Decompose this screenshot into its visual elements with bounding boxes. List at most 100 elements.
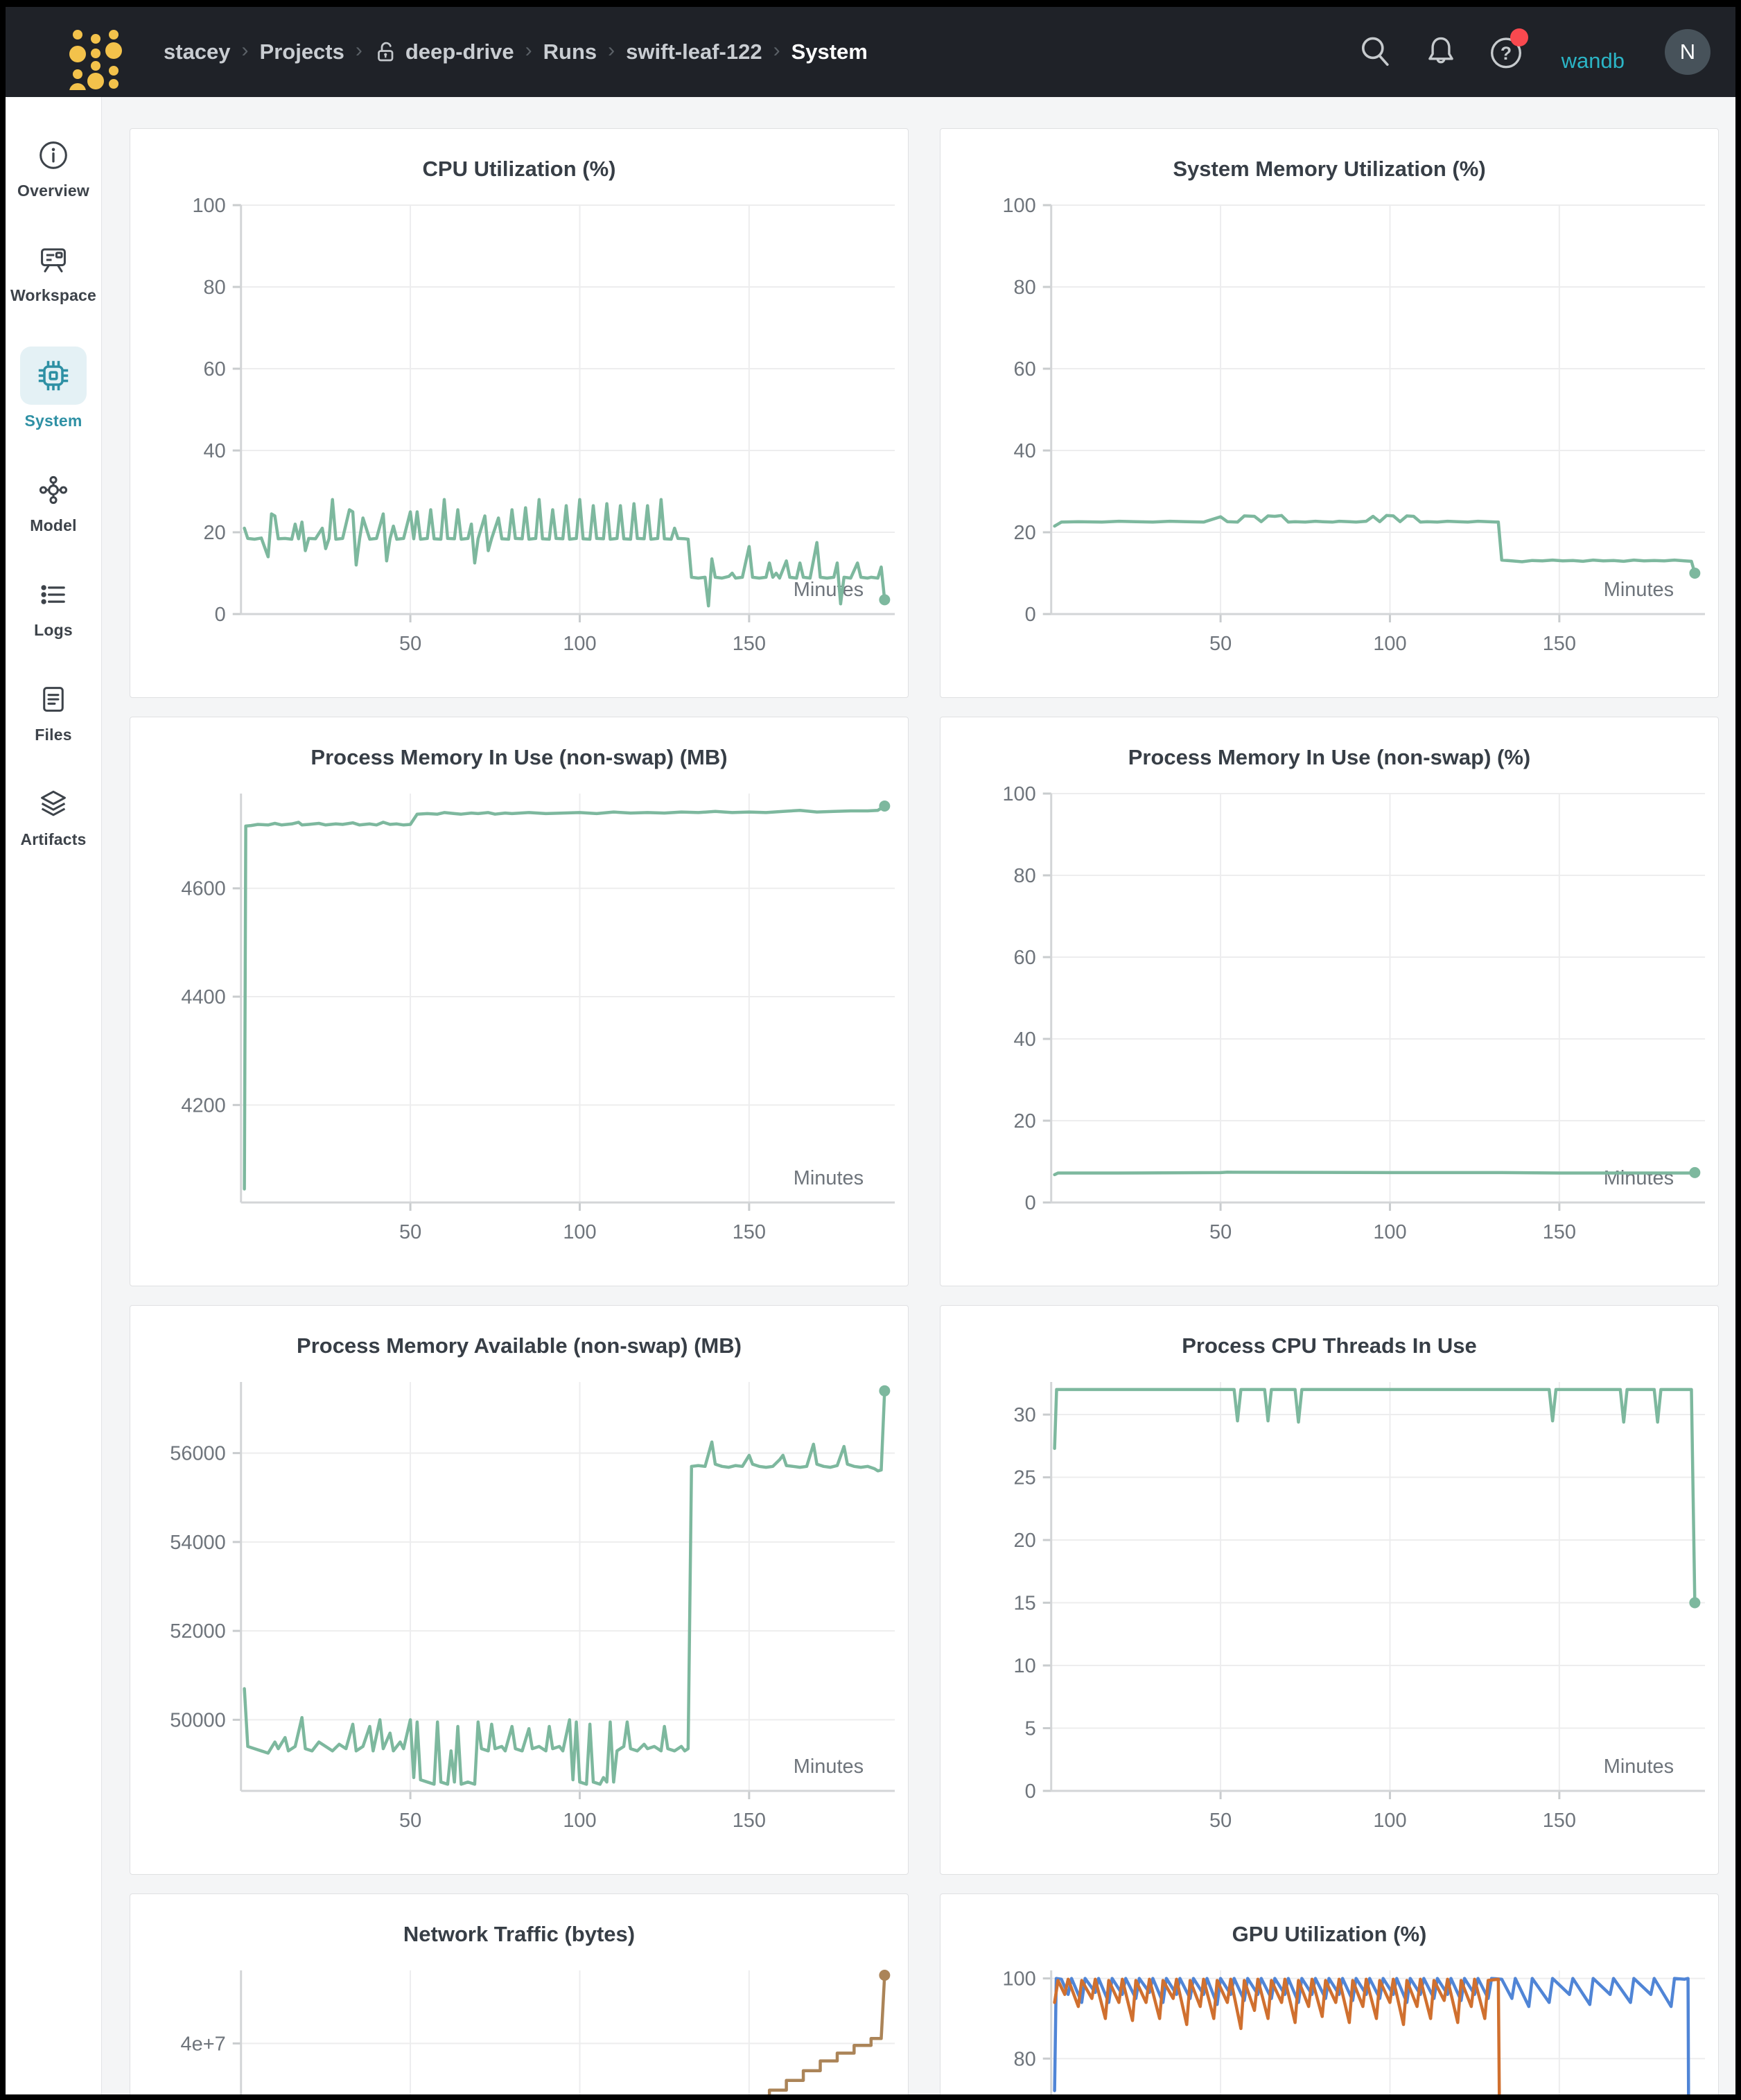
svg-text:100: 100: [1002, 195, 1035, 217]
chart-panel-process-memory-pct[interactable]: Process Memory In Use (non-swap) (%) 50 1…: [940, 717, 1719, 1286]
svg-text:Minutes: Minutes: [794, 1167, 864, 1189]
network-traffic-chart: 501001504e+7Minutes: [181, 1970, 895, 2094]
svg-text:100: 100: [1002, 783, 1035, 805]
svg-text:80: 80: [204, 277, 226, 299]
sidebar-item-label: Files: [35, 726, 72, 744]
cpu-threads-chart: 50 100 150 0 5 10 15 20 25 30 Minutes: [1014, 1382, 1706, 1832]
svg-text:4200: 4200: [181, 1094, 225, 1117]
chart-title: GPU Utilization (%): [1232, 1922, 1427, 1946]
svg-text:80: 80: [1014, 2048, 1036, 2070]
svg-text:5: 5: [1025, 1717, 1036, 1740]
chart-panel-cpu-utilization[interactable]: CPU Utilization (%) 50 100 150 0 20 40 60 80 100…: [130, 128, 909, 698]
svg-text:20: 20: [1014, 1110, 1036, 1132]
svg-text:0: 0: [1025, 604, 1036, 626]
help-button[interactable]: ?: [1487, 28, 1528, 71]
help-icon: ?: [1490, 37, 1521, 69]
sidebar-item-artifacts[interactable]: Artifacts: [9, 786, 98, 849]
chart-panel-cpu-threads[interactable]: Process CPU Threads In Use 50 100 150 0 5 10 1…: [940, 1305, 1719, 1875]
content-area: Overview Workspace: [6, 97, 1735, 2094]
wandb-logo-icon[interactable]: [42, 14, 125, 90]
breadcrumb-separator-icon: ›: [355, 39, 362, 62]
svg-text:50: 50: [399, 1810, 421, 1832]
svg-text:15: 15: [1014, 1593, 1036, 1615]
svg-text:40: 40: [1014, 440, 1036, 462]
chart-title: CPU Utilization (%): [422, 157, 616, 181]
svg-text:0: 0: [1025, 1192, 1036, 1214]
svg-text:50: 50: [1209, 1221, 1232, 1243]
svg-text:150: 150: [1543, 633, 1576, 655]
sidebar-item-overview[interactable]: Overview: [9, 137, 98, 200]
svg-text:50: 50: [1209, 633, 1232, 655]
svg-text:0: 0: [1025, 1780, 1036, 1803]
system-memory-chart: 50 100 150 0 20 40 60 80 100 Minutes: [1002, 195, 1706, 655]
chart-title: Process Memory In Use (non-swap) (%): [1128, 745, 1531, 769]
svg-text:100: 100: [192, 195, 225, 217]
svg-text:40: 40: [1014, 1029, 1036, 1051]
svg-text:150: 150: [733, 1810, 766, 1832]
chart-title: System Memory Utilization (%): [1173, 157, 1486, 181]
breadcrumb-run-name[interactable]: swift-leaf-122: [626, 40, 762, 64]
sidebar-item-label: Logs: [34, 621, 73, 639]
chart-panel-gpu-utilization[interactable]: GPU Utilization (%) 5010015080100Minutes: [940, 1893, 1719, 2094]
svg-text:Minutes: Minutes: [1604, 579, 1674, 601]
sidebar-item-label: Workspace: [10, 286, 97, 304]
sidebar-item-workspace[interactable]: Workspace: [9, 242, 98, 305]
breadcrumb-separator-icon: ›: [525, 39, 532, 62]
sidebar-item-label: Model: [30, 516, 77, 534]
svg-text:20: 20: [204, 522, 226, 544]
avatar[interactable]: N: [1665, 29, 1711, 75]
avatar-initial: N: [1679, 40, 1696, 64]
svg-text:54000: 54000: [170, 1532, 225, 1554]
charts-grid: CPU Utilization (%) 50 100 150 0 20 40 60 80 100…: [102, 97, 1735, 2094]
sidebar-item-label: Overview: [17, 182, 89, 200]
svg-text:150: 150: [1543, 1810, 1576, 1832]
svg-text:100: 100: [1373, 633, 1406, 655]
breadcrumb-projects[interactable]: Projects: [259, 40, 344, 64]
svg-text:Minutes: Minutes: [794, 579, 864, 601]
svg-text:30: 30: [1014, 1404, 1036, 1426]
model-graph-icon: [35, 472, 71, 508]
svg-text:Minutes: Minutes: [1604, 1756, 1674, 1778]
svg-text:100: 100: [563, 633, 596, 655]
sidebar-item-label: System: [24, 412, 82, 430]
wandb-link[interactable]: wandb: [1561, 49, 1625, 73]
chip-icon: [35, 358, 71, 394]
svg-text:0: 0: [215, 604, 226, 626]
svg-text:50: 50: [399, 1221, 421, 1243]
notifications-button[interactable]: [1421, 33, 1460, 71]
svg-text:100: 100: [1002, 1968, 1035, 1990]
svg-text:40: 40: [204, 440, 226, 462]
logs-list-icon: [35, 577, 71, 613]
info-icon: [35, 137, 71, 173]
chart-title: Process Memory Available (non-swap) (MB): [297, 1333, 742, 1358]
breadcrumb-runs[interactable]: Runs: [543, 40, 597, 64]
run-sidebar: Overview Workspace: [6, 97, 102, 2094]
chart-panel-process-memory-mb[interactable]: Process Memory In Use (non-swap) (MB) 50…: [130, 717, 909, 1286]
breadcrumb-project[interactable]: deep-drive: [374, 40, 514, 64]
chart-panel-network-traffic[interactable]: Network Traffic (bytes) 501001504e+7Minu…: [130, 1893, 909, 2094]
chart-panel-system-memory[interactable]: System Memory Utilization (%) 50 100 150 0 2…: [940, 128, 1719, 698]
sidebar-item-files[interactable]: Files: [9, 681, 98, 744]
breadcrumb-separator-icon: ›: [773, 39, 780, 62]
breadcrumb-user[interactable]: stacey: [164, 40, 231, 64]
svg-text:100: 100: [563, 1810, 596, 1832]
selected-pill: [20, 347, 87, 405]
sidebar-item-logs[interactable]: Logs: [9, 577, 98, 640]
chart-panel-memory-available[interactable]: Process Memory Available (non-swap) (MB)…: [130, 1305, 909, 1875]
sidebar-item-system[interactable]: System: [9, 347, 98, 430]
layers-icon: [35, 786, 71, 822]
svg-text:100: 100: [1373, 1221, 1406, 1243]
svg-text:10: 10: [1014, 1655, 1036, 1677]
breadcrumb-separator-icon: ›: [241, 39, 249, 62]
sidebar-item-label: Artifacts: [20, 830, 87, 848]
top-navigation-bar: stacey › Projects › deep-drive › Runs › …: [6, 7, 1735, 97]
search-button[interactable]: [1356, 33, 1395, 71]
svg-text:20: 20: [1014, 522, 1036, 544]
svg-text:60: 60: [1014, 358, 1036, 380]
memory-available-chart: 50 100 150 50000 52000 54000 56000 Minutes: [170, 1382, 895, 1832]
svg-text:100: 100: [563, 1221, 596, 1243]
svg-text:60: 60: [1014, 947, 1036, 969]
sidebar-item-model[interactable]: Model: [9, 472, 98, 535]
svg-text:4400: 4400: [181, 986, 225, 1008]
app-frame: stacey › Projects › deep-drive › Runs › …: [6, 7, 1735, 2094]
